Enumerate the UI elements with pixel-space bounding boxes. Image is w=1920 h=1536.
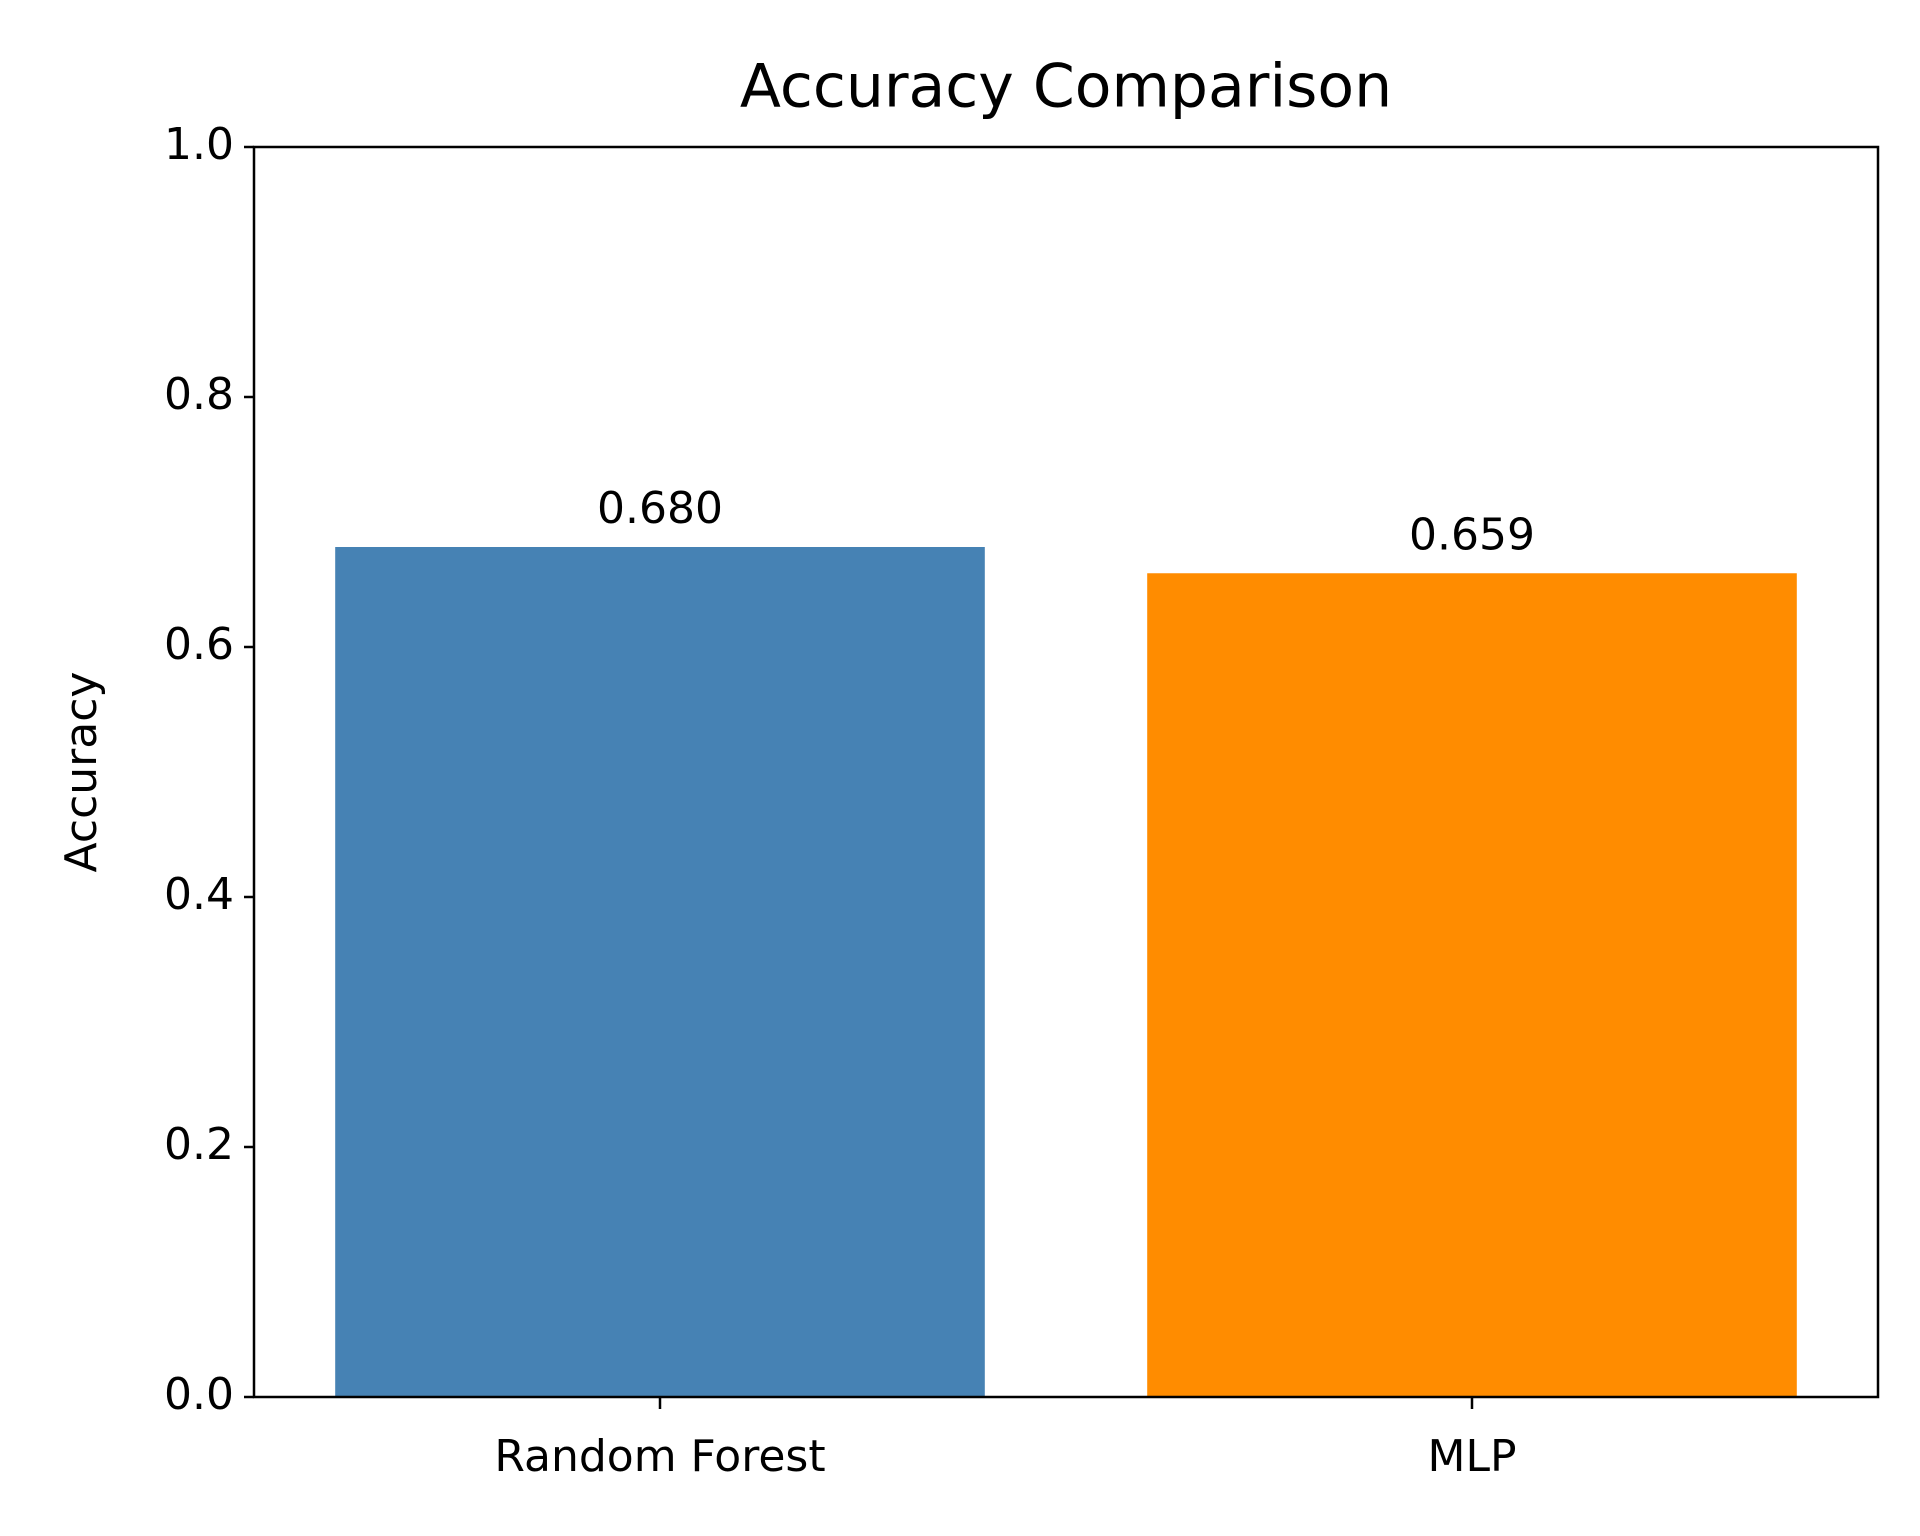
y-tick-label: 1.0	[164, 119, 234, 170]
value-label: 0.680	[597, 483, 723, 534]
chart-title: Accuracy Comparison	[740, 52, 1392, 122]
bar	[335, 547, 985, 1397]
x-tick-label: Random Forest	[494, 1431, 825, 1482]
y-tick-label: 0.2	[164, 1119, 234, 1170]
y-tick-label: 0.6	[164, 619, 234, 670]
y-axis-label: Accuracy	[56, 672, 107, 873]
y-tick-label: 0.4	[164, 869, 234, 920]
y-tick-label: 0.0	[164, 1369, 234, 1420]
value-label: 0.659	[1409, 509, 1535, 560]
x-tick-label: MLP	[1427, 1431, 1516, 1482]
plot-frame	[252, 145, 1880, 1399]
y-tick-label: 0.8	[164, 369, 234, 420]
bar	[1147, 573, 1797, 1397]
